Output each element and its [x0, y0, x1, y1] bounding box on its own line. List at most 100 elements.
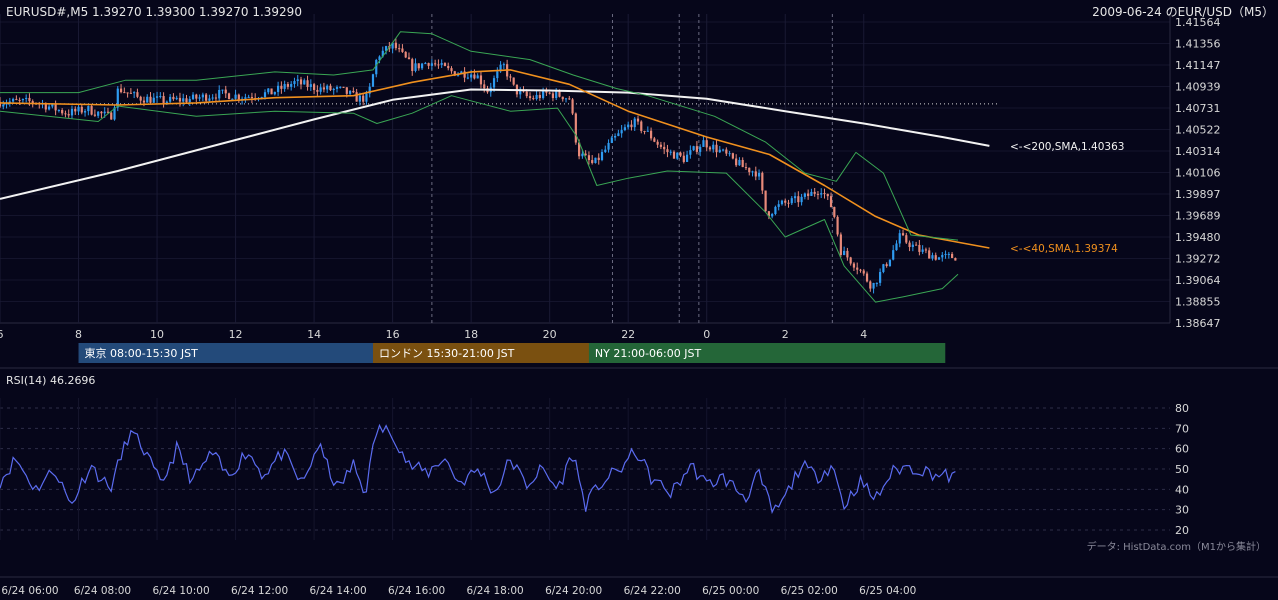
candle-body: [483, 84, 486, 89]
rsi-tick-label: 60: [1175, 443, 1189, 456]
candle-body: [401, 48, 404, 52]
candle-body: [744, 167, 748, 169]
candle-body: [620, 130, 623, 134]
candle-body: [273, 91, 276, 95]
candle-body: [833, 207, 836, 217]
candle-body: [934, 255, 937, 260]
candle-body: [807, 193, 810, 196]
candle-body: [5, 103, 8, 105]
candle-body: [87, 106, 90, 112]
candle-body: [447, 65, 450, 69]
candle-body: [90, 106, 93, 115]
price-tick-label: 1.40106: [1175, 166, 1221, 179]
candle-body: [610, 137, 613, 143]
candle-body: [11, 98, 15, 102]
price-y-axis: 1.41564 1.41356 1.41147 1.40939 1.40731 1.405…: [1175, 16, 1221, 330]
candle-body: [725, 149, 728, 154]
candle-body: [839, 234, 842, 255]
price-x-tick-label: 20: [543, 328, 557, 341]
candle-body: [123, 92, 126, 94]
candle-body: [244, 97, 247, 99]
candle-body: [862, 270, 865, 274]
rsi-x-axis: 6/24 06:00 6/24 08:00 6/24 10:00 6/24 12:00…: [1, 585, 916, 597]
price-tick-label: 1.39064: [1175, 274, 1221, 287]
candle-body: [277, 85, 280, 92]
candle-body: [283, 84, 286, 89]
candle-body: [198, 97, 201, 99]
price-tick-label: 1.38647: [1175, 317, 1221, 330]
price-x-tick-label: 6: [0, 328, 4, 341]
candle-body: [669, 151, 672, 153]
candle-body: [574, 113, 577, 143]
candle-body: [466, 77, 469, 79]
candle-body: [829, 196, 833, 208]
candle-body: [414, 63, 417, 71]
rsi-x-tick-label: 6/25 04:00: [859, 585, 916, 597]
symbol-quote: EURUSD#,M5 1.39270 1.39300 1.39270 1.392…: [6, 5, 302, 19]
candle-body: [172, 96, 175, 100]
candle-body: [757, 172, 761, 177]
candle-body: [312, 84, 316, 90]
candle-body: [617, 133, 620, 137]
candle-body: [931, 255, 934, 259]
candle-body: [535, 94, 538, 99]
candle-body: [2, 104, 5, 107]
price-tick-label: 1.41147: [1175, 59, 1221, 72]
candle-body: [695, 146, 698, 152]
price-x-tick-label: 0: [703, 328, 710, 341]
candle-body: [146, 96, 149, 103]
price-tick-label: 1.40522: [1175, 124, 1221, 137]
candle-body: [712, 144, 715, 150]
candle-body: [191, 94, 195, 100]
candle-body: [77, 106, 80, 112]
candle-body: [434, 63, 437, 65]
rsi-panel: RSI(14) 46.2696 80 70 60 50 40 30 20 データ: Hist…: [0, 367, 1278, 597]
candle-body: [911, 244, 914, 248]
candle-body: [735, 158, 738, 166]
candle-body: [247, 96, 250, 98]
chart-title: 2009-06-24 のEUR/USD（M5）: [1092, 5, 1274, 19]
candle-body: [954, 257, 957, 261]
candle-body: [555, 91, 558, 99]
rsi-tick-label: 80: [1175, 402, 1189, 415]
candle-body: [424, 63, 427, 65]
candle-body: [882, 264, 885, 272]
price-tick-label: 1.39272: [1175, 253, 1221, 266]
candle-body: [859, 269, 862, 271]
candle-body: [607, 142, 610, 150]
candle-body: [299, 79, 303, 85]
candle-body: [67, 114, 70, 116]
candle-body: [358, 95, 361, 102]
sma40-line: [0, 69, 990, 249]
candle-body: [843, 250, 846, 255]
candle-body: [18, 99, 21, 101]
overlay-lines: [0, 31, 990, 303]
price-tick-label: 1.39897: [1175, 188, 1221, 201]
candle-body: [113, 107, 116, 120]
rsi-title: RSI(14) 46.2696: [6, 374, 95, 387]
candle-body: [185, 98, 188, 103]
candle-body: [149, 96, 152, 103]
candle-body: [738, 159, 741, 166]
rsi-tick-label: 70: [1175, 422, 1189, 435]
price-tick-label: 1.41564: [1175, 16, 1221, 29]
candle-body: [286, 84, 290, 87]
candle-body: [908, 242, 911, 248]
candle-body: [205, 94, 208, 101]
candle-body: [901, 233, 905, 236]
candle-body: [751, 171, 754, 173]
candle-body: [165, 101, 168, 103]
candle-body: [211, 97, 214, 99]
candle-body: [888, 259, 892, 267]
rsi-tick-label: 50: [1175, 463, 1189, 476]
candle-body: [404, 51, 407, 58]
candle-body: [944, 253, 947, 255]
candle-body: [169, 96, 172, 102]
candle-body: [823, 193, 826, 195]
price-tick-label: 1.40314: [1175, 145, 1221, 158]
price-x-tick-label: 14: [307, 328, 321, 341]
candle-body: [561, 96, 564, 100]
candle-body: [129, 92, 132, 94]
candle-body: [188, 99, 191, 103]
session-bar: [588, 343, 946, 363]
